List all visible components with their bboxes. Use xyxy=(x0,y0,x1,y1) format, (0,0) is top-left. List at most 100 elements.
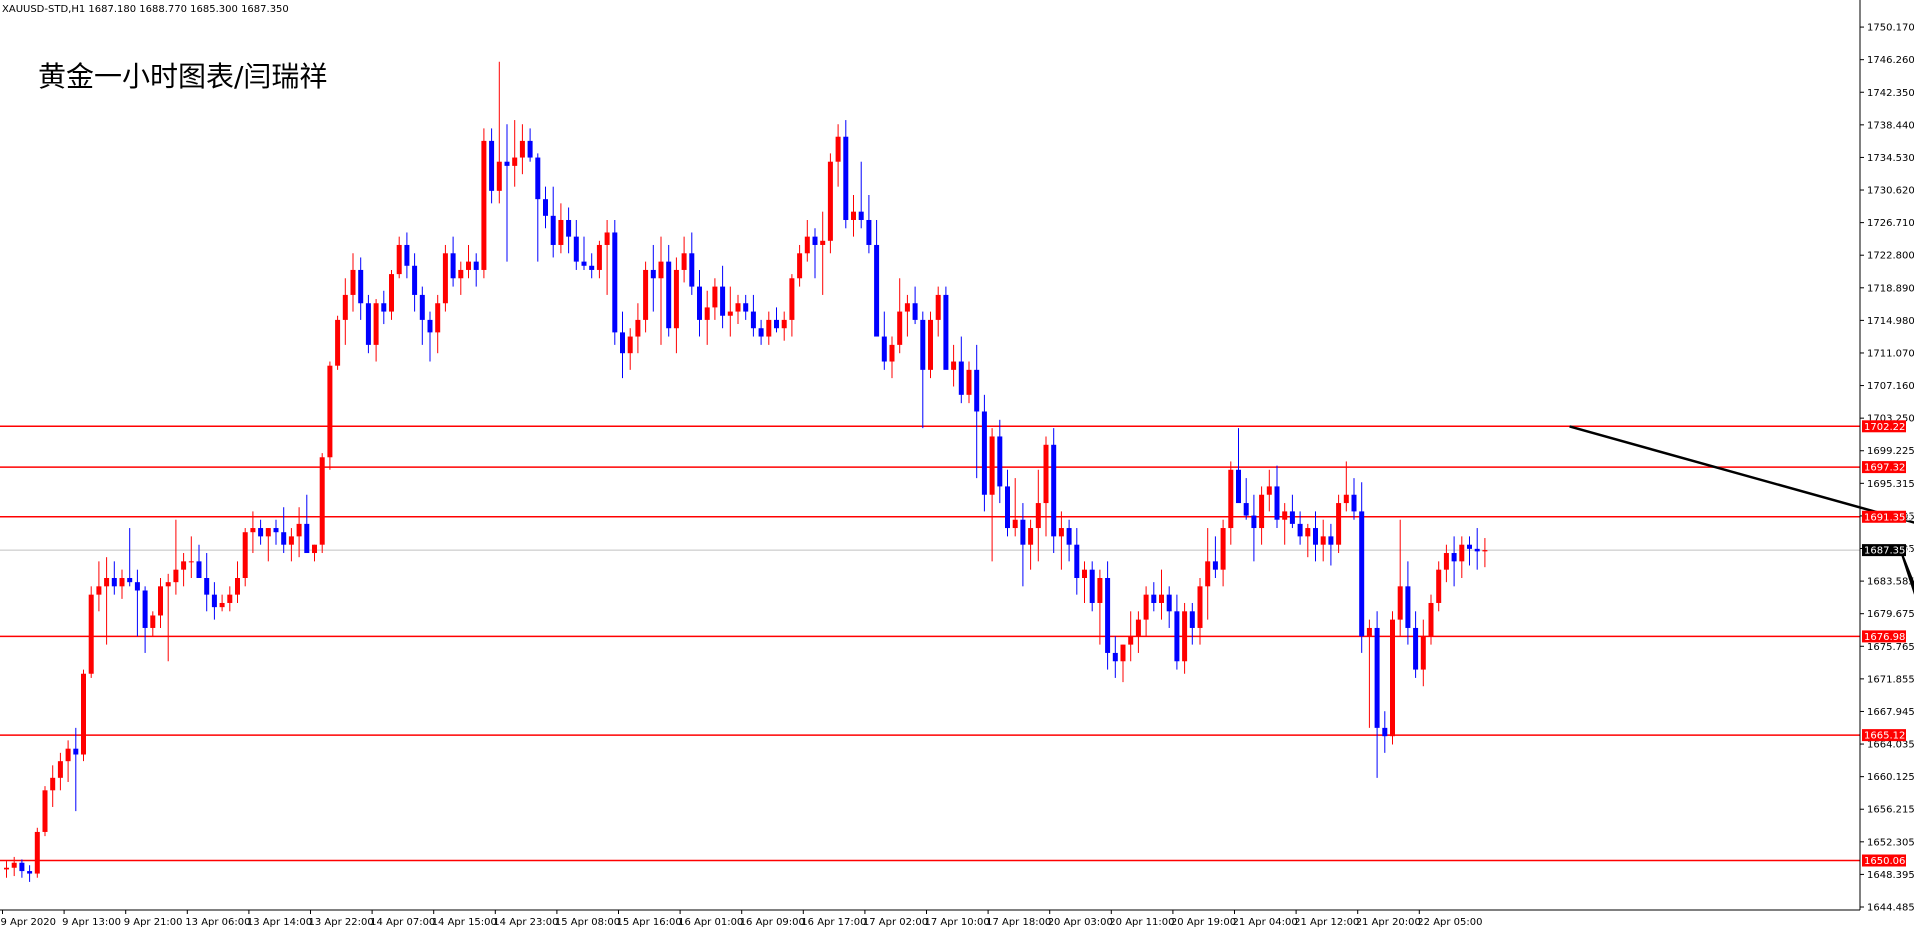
candle-50 xyxy=(389,269,394,320)
candle-body-14 xyxy=(111,578,117,587)
candle-52 xyxy=(404,232,410,279)
candle-140 xyxy=(1082,561,1087,603)
candle-body-60 xyxy=(466,261,471,270)
candle-body-99 xyxy=(766,319,772,337)
candle-body-61 xyxy=(473,261,479,270)
candle-body-78 xyxy=(604,232,610,245)
candle-34 xyxy=(265,528,271,562)
candle-body-119 xyxy=(920,319,926,370)
candle-81 xyxy=(627,328,633,370)
candle-155 xyxy=(1197,578,1203,645)
candle-body-124 xyxy=(958,361,964,395)
candle-body-52 xyxy=(404,244,410,266)
candle-body-187 xyxy=(1443,553,1449,570)
candle-42 xyxy=(327,361,333,470)
candle-body-102 xyxy=(789,278,795,320)
candle-12 xyxy=(96,561,102,612)
candle-body-39 xyxy=(304,523,310,554)
candle-body-154 xyxy=(1189,611,1195,628)
candle-128 xyxy=(989,428,995,562)
candle-170 xyxy=(1313,511,1318,562)
candle-185 xyxy=(1428,594,1434,645)
candle-body-170 xyxy=(1313,528,1318,545)
candle-body-21 xyxy=(165,582,171,587)
candle-body-96 xyxy=(743,303,749,312)
candle-body-173 xyxy=(1336,503,1342,545)
price-tick-label-27: 1644.485 xyxy=(1867,903,1914,914)
candle-121 xyxy=(935,286,941,337)
candle-body-107 xyxy=(827,161,833,241)
current-price-label: 1687.350 xyxy=(1864,546,1912,557)
candle-body-46 xyxy=(358,269,364,304)
candle-body-135 xyxy=(1043,444,1049,504)
candle-24 xyxy=(188,536,194,579)
candle-56 xyxy=(435,294,441,354)
candle-body-23 xyxy=(181,561,187,570)
candle-body-140 xyxy=(1082,569,1087,579)
candle-body-35 xyxy=(273,528,279,533)
price-tick-label-21: 1667.945 xyxy=(1867,707,1914,718)
candle-98 xyxy=(758,319,764,345)
price-tick-label-14: 1695.315 xyxy=(1867,479,1914,490)
candle-152 xyxy=(1174,594,1180,670)
price-tick-label-13: 1699.225 xyxy=(1867,446,1914,457)
candle-3 xyxy=(27,865,33,882)
price-tick-label-22: 1664.035 xyxy=(1867,740,1914,751)
candle-159 xyxy=(1228,461,1234,545)
candle-body-175 xyxy=(1351,494,1357,512)
time-tick-label-19: 20 Apr 19:00 xyxy=(1171,917,1236,928)
candle-body-88 xyxy=(681,253,687,270)
candle-body-84 xyxy=(650,269,656,279)
candle-0 xyxy=(4,861,9,878)
candle-body-115 xyxy=(889,344,895,362)
candle-10 xyxy=(81,669,86,762)
level-label-3: 1676.987 xyxy=(1864,632,1912,643)
candle-149 xyxy=(1151,582,1157,612)
candle-body-49 xyxy=(381,303,387,312)
resistance-trendline[interactable] xyxy=(1569,425,1914,548)
candle-body-3 xyxy=(27,871,33,874)
candle-70 xyxy=(543,186,548,229)
candle-112 xyxy=(866,195,872,254)
candle-169 xyxy=(1305,523,1311,558)
candle-body-152 xyxy=(1174,611,1180,662)
candle-41 xyxy=(319,453,325,554)
candle-66 xyxy=(512,120,518,187)
time-tick-label-1: 9 Apr 13:00 xyxy=(62,917,121,928)
candle-192 xyxy=(1482,538,1488,568)
candle-107 xyxy=(827,153,833,254)
candle-body-191 xyxy=(1474,548,1480,552)
candle-99 xyxy=(766,311,772,345)
time-axis: 9 Apr 2020 9 Apr 13:00 9 Apr 21:00 13 Apr 0… xyxy=(1,910,1483,928)
trendline-layer xyxy=(1569,425,1914,548)
forecast-arrow-0 xyxy=(1899,550,1914,595)
candle-body-127 xyxy=(981,411,987,495)
candle-body-120 xyxy=(928,319,933,370)
price-tick-label-25: 1652.305 xyxy=(1867,837,1914,848)
candle-135 xyxy=(1043,436,1049,537)
candle-161 xyxy=(1243,478,1249,520)
candle-body-29 xyxy=(227,594,233,603)
candle-body-157 xyxy=(1212,561,1218,570)
candle-1 xyxy=(11,856,17,877)
candle-body-128 xyxy=(989,436,995,495)
candle-17 xyxy=(134,569,140,637)
candle-9 xyxy=(73,727,79,812)
price-tick-label-0: 1750.170 xyxy=(1867,23,1914,34)
candle-body-74 xyxy=(573,236,579,262)
candle-body-164 xyxy=(1266,486,1272,495)
candle-31 xyxy=(242,528,248,587)
candle-118 xyxy=(912,286,918,325)
price-tick-label-3: 1738.440 xyxy=(1867,120,1914,131)
level-label-box-1 xyxy=(1862,461,1906,474)
candle-22 xyxy=(173,519,179,595)
candle-body-6 xyxy=(50,777,56,791)
candle-127 xyxy=(981,394,987,512)
candle-body-185 xyxy=(1428,602,1434,637)
time-tick-label-18: 20 Apr 11:00 xyxy=(1109,917,1174,928)
time-tick-label-3: 13 Apr 06:00 xyxy=(185,917,250,928)
candle-165 xyxy=(1274,465,1280,529)
candle-65 xyxy=(504,124,510,262)
